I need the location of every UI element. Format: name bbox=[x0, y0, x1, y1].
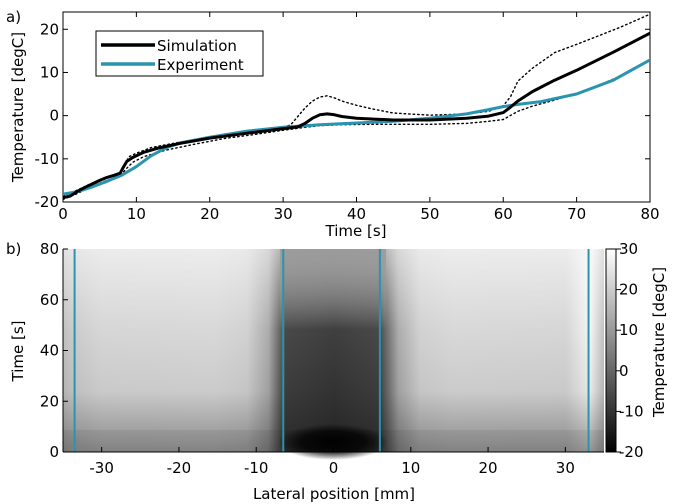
x-tick-label-a: 40 bbox=[347, 205, 366, 223]
x-tick-label-b: 0 bbox=[329, 459, 339, 477]
y-tick-label-a: 20 bbox=[40, 20, 59, 38]
x-tick-label-a: 30 bbox=[274, 205, 293, 223]
colorbar-gradient bbox=[605, 248, 617, 453]
x-axis-label-b: Lateral position [mm] bbox=[253, 485, 415, 503]
x-tick-label-a: 20 bbox=[200, 205, 219, 223]
x-tick-label-b: 20 bbox=[479, 459, 498, 477]
colorbar-tick-label: 10 bbox=[619, 321, 638, 339]
x-axis-label-a: Time [s] bbox=[325, 222, 387, 240]
heatmap bbox=[63, 249, 604, 460]
colorbar-tick-label: -20 bbox=[619, 443, 644, 461]
legend-box bbox=[95, 30, 264, 77]
colorbar-tick-label: 30 bbox=[619, 240, 638, 258]
x-tick-label-a: 50 bbox=[420, 205, 439, 223]
y-tick-label-a: 10 bbox=[40, 63, 59, 81]
y-tick-label-a: 0 bbox=[49, 107, 59, 125]
panel-a-label: a) bbox=[6, 8, 21, 26]
boundary-lines bbox=[73, 249, 590, 452]
colorbar-label: Temperature [degC] bbox=[650, 267, 668, 418]
legend-label-simulation: Simulation bbox=[157, 37, 237, 55]
y-tick-label-b: 80 bbox=[40, 240, 59, 258]
colorbar-tick-label: 0 bbox=[619, 362, 629, 380]
legend-label-experiment: Experiment bbox=[157, 56, 244, 74]
x-tick-label-b: -30 bbox=[89, 459, 114, 477]
series-line-bound-2 bbox=[63, 13, 650, 197]
x-tick-label-b: 10 bbox=[401, 459, 420, 477]
heatmap-bottom-shading bbox=[63, 430, 604, 452]
y-axis-label-b: Time [s] bbox=[9, 321, 27, 383]
x-tick-label-a: 70 bbox=[567, 205, 586, 223]
x-tick-label-a: 10 bbox=[127, 205, 146, 223]
y-tick-label-a: -10 bbox=[35, 150, 60, 168]
y-tick-label-b: 60 bbox=[40, 291, 59, 309]
series-lines-a bbox=[63, 13, 650, 201]
panel-b: b) -30 -20 -10 0 10 20 30 0 20 40 60 80 Lateral pos… bbox=[6, 240, 668, 503]
colorbar: 30 20 10 0 -10 -20 Temperature [degC] bbox=[605, 240, 668, 461]
x-tick-label-b: -10 bbox=[244, 459, 269, 477]
y-tick-label-b: 20 bbox=[40, 392, 59, 410]
colorbar-ticks: 30 20 10 0 -10 -20 bbox=[616, 240, 644, 461]
series-line-simulation bbox=[63, 31, 650, 200]
legend: Simulation Experiment bbox=[95, 30, 264, 77]
colorbar-tick-label: 20 bbox=[619, 281, 638, 299]
x-tick-label-a: 0 bbox=[58, 205, 68, 223]
colorbar-tick-label: -10 bbox=[619, 402, 644, 420]
axes-a: 0 10 20 30 40 50 60 70 80 -20 -10 0 10 20 bbox=[35, 12, 660, 223]
x-tick-label-b: -20 bbox=[167, 459, 192, 477]
x-tick-label-b: 30 bbox=[556, 459, 575, 477]
heatmap-cold-region bbox=[278, 424, 388, 460]
y-tick-label-a: -20 bbox=[35, 193, 60, 211]
axes-b: -30 -20 -10 0 10 20 30 0 20 40 60 80 bbox=[40, 240, 604, 477]
panel-b-label: b) bbox=[6, 240, 21, 258]
y-axis-label-a: Temperature [degC] bbox=[9, 32, 27, 183]
x-tick-label-a: 80 bbox=[640, 205, 659, 223]
panel-a: a) 0 10 20 30 40 50 60 70 80 -20 -10 0 10 20 Time [s]… bbox=[6, 8, 660, 240]
heatmap-warm-region bbox=[280, 249, 386, 329]
x-tick-label-a: 60 bbox=[494, 205, 513, 223]
y-tick-label-b: 40 bbox=[40, 342, 59, 360]
series-line-bound-3 bbox=[63, 59, 650, 201]
series-line-experiment bbox=[63, 58, 650, 196]
y-tick-label-b: 0 bbox=[49, 443, 59, 461]
